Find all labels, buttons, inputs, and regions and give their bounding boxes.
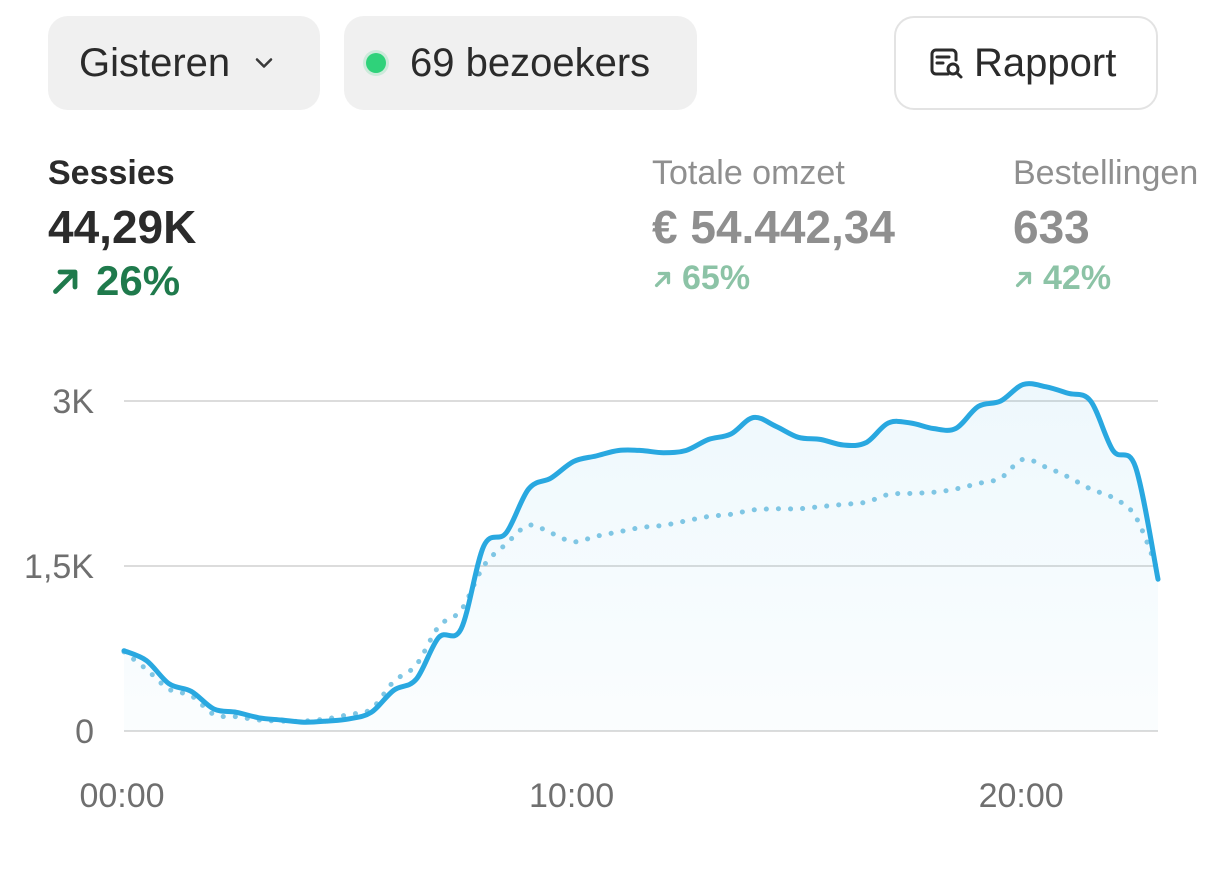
- metric-value: € 54.442,34: [652, 201, 896, 253]
- arrow-up-right-icon: [1015, 271, 1032, 287]
- y-axis-tick-label: 0: [75, 713, 94, 751]
- report-search-icon: [930, 48, 963, 79]
- metric-total-revenue[interactable]: Totale omzet € 54.442,34 65%: [652, 153, 895, 298]
- metric-change: 42%: [1013, 259, 1198, 298]
- y-axis-tick-label: 1,5K: [24, 548, 94, 586]
- x-axis-tick-label: 20:00: [979, 777, 1064, 815]
- report-button[interactable]: Rapport: [894, 16, 1158, 110]
- live-visitors-label: 69 bezoekers: [410, 40, 651, 85]
- metric-label: Sessies: [48, 154, 175, 192]
- metric-change-value: 26%: [96, 257, 181, 304]
- arrow-up-right-icon: [53, 269, 78, 294]
- x-axis-tick-label: 10:00: [529, 777, 614, 815]
- y-axis-tick-label: 3K: [52, 383, 94, 421]
- metric-label: Totale omzet: [652, 154, 845, 192]
- live-visitors-button[interactable]: 69 bezoekers: [344, 16, 697, 110]
- x-axis-tick-label: 00:00: [79, 777, 164, 815]
- metric-change-value: 42%: [1043, 259, 1112, 297]
- metric-sessions[interactable]: Sessies 44,29K 26%: [48, 153, 196, 305]
- metric-change-value: 65%: [682, 259, 751, 297]
- metric-change: 26%: [48, 257, 196, 305]
- metric-value: 44,29K: [48, 201, 197, 253]
- metric-value: 633: [1013, 201, 1090, 253]
- arrow-up-right-icon: [654, 271, 671, 287]
- chevron-down-icon: [255, 58, 273, 68]
- live-dot-icon: [366, 53, 386, 73]
- metric-label: Bestellingen: [1013, 154, 1199, 192]
- metric-orders[interactable]: Bestellingen 633 42%: [1013, 153, 1198, 298]
- series-line-current: [121, 381, 1161, 725]
- metric-change: 65%: [652, 259, 895, 298]
- series-area-current: [124, 383, 1158, 731]
- date-range-label: Gisteren: [79, 40, 231, 85]
- report-label: Rapport: [974, 40, 1117, 85]
- date-range-dropdown[interactable]: Gisteren: [48, 16, 320, 110]
